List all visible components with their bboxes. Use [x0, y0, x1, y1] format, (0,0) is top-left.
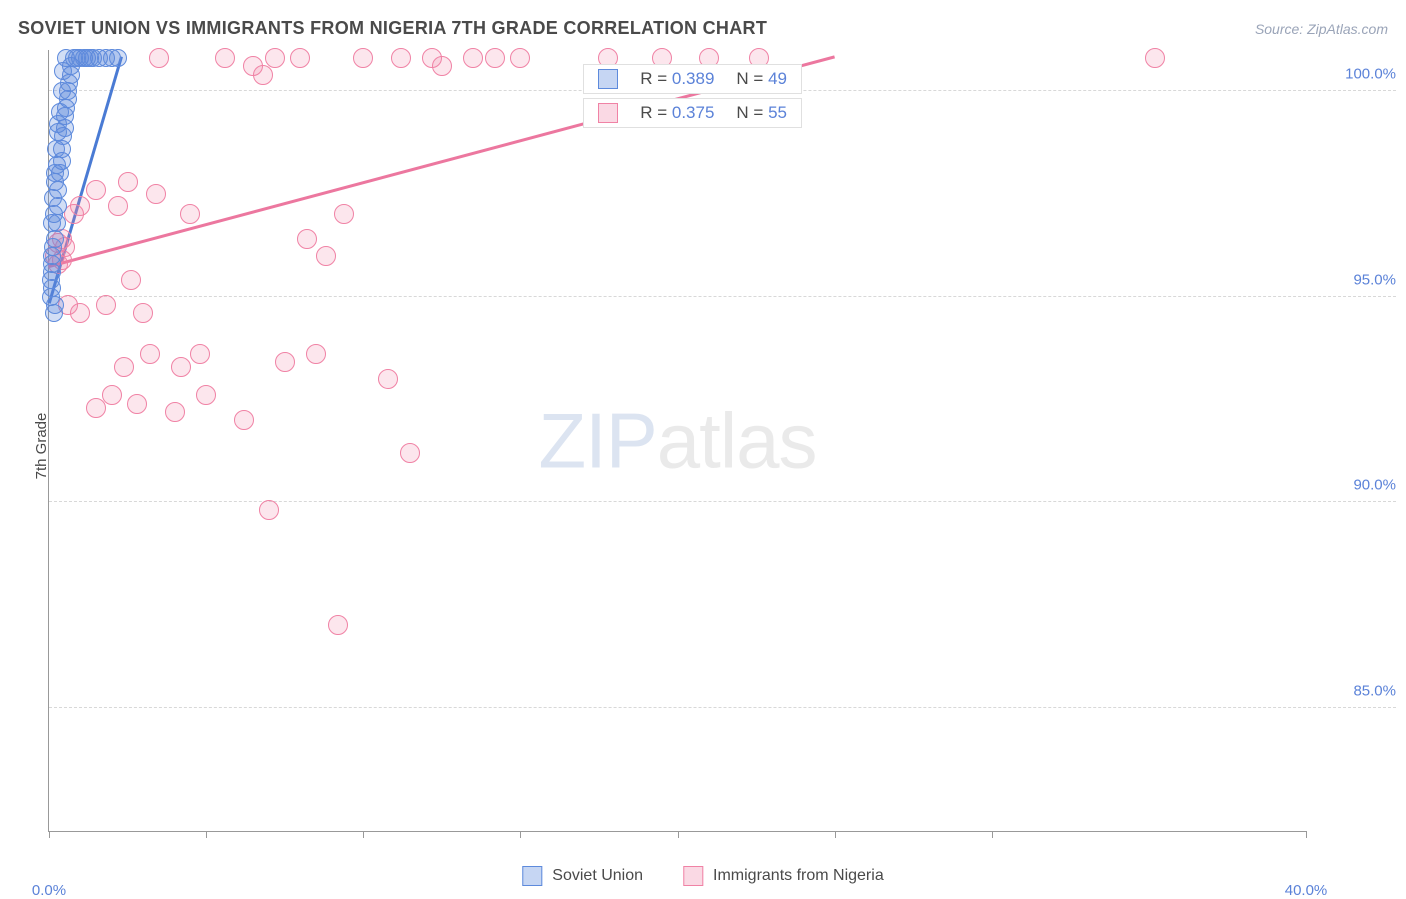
data-point — [118, 172, 138, 192]
data-point — [290, 48, 310, 68]
data-point — [316, 246, 336, 266]
legend-label: Immigrants from Nigeria — [713, 867, 884, 885]
data-point — [180, 204, 200, 224]
correlation-chart: SOVIET UNION VS IMMIGRANTS FROM NIGERIA … — [0, 0, 1406, 892]
x-tick — [363, 831, 364, 838]
y-tick-label: 90.0% — [1316, 477, 1396, 494]
stats-label: R = 0.375 — [640, 103, 714, 123]
data-point — [253, 65, 273, 85]
x-tick — [835, 831, 836, 838]
x-tick-label: 40.0% — [1285, 882, 1328, 899]
data-point — [306, 344, 326, 364]
x-tick — [678, 831, 679, 838]
stats-label: N = 55 — [736, 103, 787, 123]
x-tick — [992, 831, 993, 838]
data-point — [259, 500, 279, 520]
legend-label: Soviet Union — [552, 867, 643, 885]
legend: Soviet Union Immigrants from Nigeria — [522, 866, 883, 886]
legend-item-soviet: Soviet Union — [522, 866, 643, 886]
data-point — [70, 196, 90, 216]
plot-area: ZIPatlas 85.0%90.0%95.0%100.0%0.0%40.0%R… — [48, 50, 1306, 832]
chart-header: SOVIET UNION VS IMMIGRANTS FROM NIGERIA … — [18, 18, 1388, 39]
data-point — [49, 115, 67, 133]
data-point — [215, 48, 235, 68]
y-tick-label: 100.0% — [1316, 66, 1396, 83]
x-tick — [1306, 831, 1307, 838]
gridline-h — [49, 707, 1396, 708]
x-tick-label: 0.0% — [32, 882, 66, 899]
data-point — [463, 48, 483, 68]
data-point — [334, 204, 354, 224]
data-point — [127, 394, 147, 414]
stats-label: R = 0.389 — [640, 69, 714, 89]
stats-swatch-blue — [598, 69, 618, 89]
data-point — [53, 82, 71, 100]
data-point — [510, 48, 530, 68]
stats-box: R = 0.389 N = 49 — [583, 64, 802, 94]
stats-label: N = 49 — [736, 69, 787, 89]
data-point — [146, 184, 166, 204]
data-point — [121, 270, 141, 290]
chart-title: SOVIET UNION VS IMMIGRANTS FROM NIGERIA … — [18, 18, 767, 39]
legend-swatch-blue — [522, 866, 542, 886]
data-point — [108, 196, 128, 216]
legend-swatch-pink — [683, 866, 703, 886]
data-point — [109, 49, 127, 67]
gridline-h — [49, 296, 1396, 297]
data-point — [432, 56, 452, 76]
data-point — [133, 303, 153, 323]
data-point — [378, 369, 398, 389]
data-point — [46, 296, 64, 314]
data-point — [42, 271, 60, 289]
data-point — [353, 48, 373, 68]
data-point — [275, 352, 295, 372]
data-point — [234, 410, 254, 430]
data-point — [43, 255, 61, 273]
data-point — [297, 229, 317, 249]
data-point — [400, 443, 420, 463]
data-point — [96, 295, 116, 315]
stats-box: R = 0.375 N = 55 — [583, 98, 802, 128]
y-tick-label: 95.0% — [1316, 271, 1396, 288]
data-point — [46, 164, 64, 182]
data-point — [196, 385, 216, 405]
data-point — [328, 615, 348, 635]
watermark-atlas: atlas — [657, 396, 817, 484]
data-point — [70, 303, 90, 323]
data-point — [44, 189, 62, 207]
data-point — [391, 48, 411, 68]
data-point — [171, 357, 191, 377]
watermark: ZIPatlas — [538, 395, 816, 486]
data-point — [86, 180, 106, 200]
data-point — [57, 49, 75, 67]
stats-swatch-pink — [598, 103, 618, 123]
data-point — [485, 48, 505, 68]
x-tick — [49, 831, 50, 838]
data-point — [43, 214, 61, 232]
data-point — [265, 48, 285, 68]
data-point — [114, 357, 134, 377]
data-point — [47, 140, 65, 158]
data-point — [165, 402, 185, 422]
legend-item-nigeria: Immigrants from Nigeria — [683, 866, 884, 886]
watermark-zip: ZIP — [538, 396, 656, 484]
data-point — [140, 344, 160, 364]
x-tick — [520, 831, 521, 838]
data-point — [1145, 48, 1165, 68]
x-tick — [206, 831, 207, 838]
y-tick-label: 85.0% — [1316, 682, 1396, 699]
source-label: Source: ZipAtlas.com — [1255, 21, 1388, 37]
data-point — [102, 385, 122, 405]
data-point — [44, 238, 62, 256]
data-point — [149, 48, 169, 68]
gridline-h — [49, 501, 1396, 502]
data-point — [190, 344, 210, 364]
